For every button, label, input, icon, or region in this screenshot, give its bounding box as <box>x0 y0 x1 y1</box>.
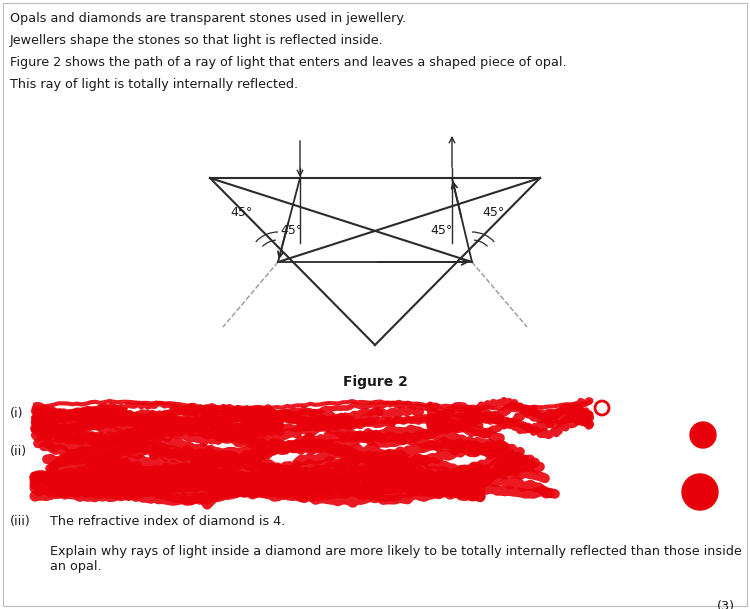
Text: (3): (3) <box>717 600 735 609</box>
Text: Figure 2 shows the path of a ray of light that enters and leaves a shaped piece : Figure 2 shows the path of a ray of ligh… <box>10 56 567 69</box>
Text: 45°: 45° <box>482 205 504 219</box>
Text: 45°: 45° <box>280 224 302 236</box>
Text: 45°: 45° <box>230 205 252 219</box>
Text: Figure 2: Figure 2 <box>343 375 407 389</box>
Text: Opals and diamonds are transparent stones used in jewellery.: Opals and diamonds are transparent stone… <box>10 12 406 25</box>
Circle shape <box>690 422 716 448</box>
Text: (ii): (ii) <box>10 445 27 458</box>
Text: (i): (i) <box>10 407 23 420</box>
Text: (iii): (iii) <box>10 515 31 528</box>
Text: The refractive index of diamond is 4.: The refractive index of diamond is 4. <box>50 515 285 528</box>
Text: Jewellers shape the stones so that light is reflected inside.: Jewellers shape the stones so that light… <box>10 34 384 47</box>
Text: This ray of light is totally internally reflected.: This ray of light is totally internally … <box>10 78 298 91</box>
Circle shape <box>682 474 718 510</box>
Text: 45°: 45° <box>430 224 452 236</box>
Text: Explain why rays of light inside a diamond are more likely to be totally interna: Explain why rays of light inside a diamo… <box>50 545 742 573</box>
